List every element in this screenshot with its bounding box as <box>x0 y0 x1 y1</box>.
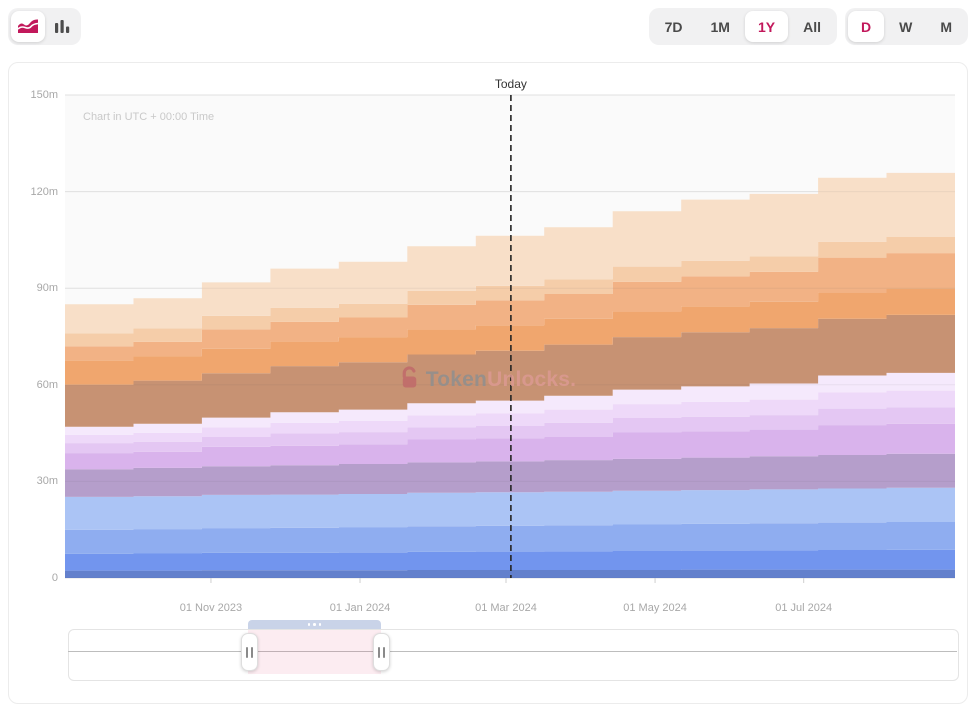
watermark-unlocks: Unlocks. <box>487 368 577 391</box>
y-tick-label: 0 <box>51 572 58 584</box>
brush-handle-right[interactable] <box>373 633 391 671</box>
x-tick-label: 01 Nov 2023 <box>179 602 243 614</box>
area-chart-toggle-button[interactable] <box>11 11 45 42</box>
y-tick-label: 30m <box>36 475 58 488</box>
interval-button-w[interactable]: W <box>886 11 925 42</box>
area-chart-icon <box>17 18 39 36</box>
range-button-1y[interactable]: 1Y <box>744 11 789 42</box>
brush-selection[interactable] <box>248 630 381 674</box>
range-button-all[interactable]: All <box>790 11 834 42</box>
x-tick-label: 01 Jul 2024 <box>775 602 833 614</box>
drag-dot <box>318 623 322 626</box>
unlock-icon <box>400 366 421 394</box>
y-tick-label: 90m <box>36 282 58 295</box>
watermark-text: TokenUnlocks. <box>426 368 576 392</box>
y-tick-label: 60m <box>36 378 58 391</box>
timezone-note: Chart in UTC + 00:00 Time <box>83 111 215 123</box>
brush-drag-bar[interactable] <box>248 620 381 629</box>
drag-dot <box>313 623 316 626</box>
brush-track[interactable] <box>68 629 959 681</box>
grip-icon <box>250 646 253 658</box>
grip-icon <box>383 646 386 658</box>
chart-type-toggle <box>8 8 81 45</box>
brush-baseline <box>68 651 957 652</box>
bar-chart-icon <box>54 18 71 36</box>
interval-button-m[interactable]: M <box>927 11 965 42</box>
y-tick-label: 120m <box>30 185 58 198</box>
y-tick-label: 150m <box>30 89 58 101</box>
x-tick-label: 01 Mar 2024 <box>475 602 537 614</box>
watermark: TokenUnlocks. <box>400 366 576 394</box>
range-button-1m[interactable]: 1M <box>698 11 743 42</box>
grip-icon <box>378 646 381 658</box>
today-label: Today <box>494 77 527 91</box>
interval-button-d[interactable]: D <box>847 11 885 42</box>
drag-dot <box>307 623 311 626</box>
bar-chart-toggle-button[interactable] <box>47 11 78 42</box>
range-button-7d[interactable]: 7D <box>652 11 696 42</box>
watermark-token: Token <box>425 368 488 391</box>
range-selector: 7D 1M 1Y All <box>648 8 837 45</box>
grip-icon <box>245 646 248 658</box>
brush-handle-left[interactable] <box>240 633 258 671</box>
x-tick-label: 01 May 2024 <box>623 602 687 614</box>
x-tick-label: 01 Jan 2024 <box>329 602 391 614</box>
